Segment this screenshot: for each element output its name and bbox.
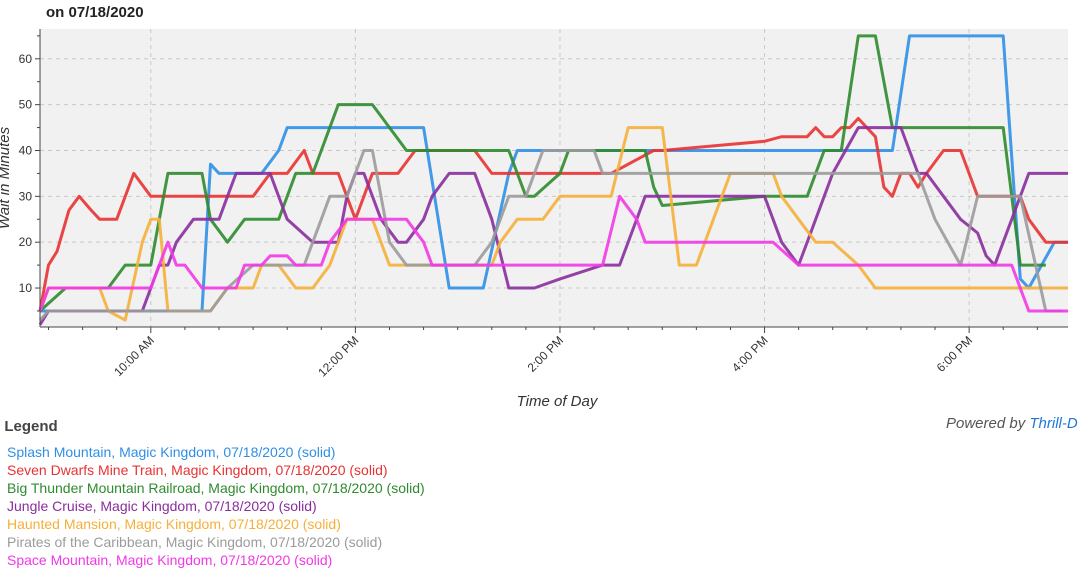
legend-title: n Legend [0, 418, 58, 435]
legend-item[interactable]: Jungle Cruise, Magic Kingdom, 07/18/2020… [7, 498, 317, 514]
x-tick-label: 2:00 PM [525, 333, 567, 375]
legend-item[interactable]: Pirates of the Caribbean, Magic Kingdom,… [7, 534, 383, 550]
chart-title: on 07/18/2020 [46, 4, 144, 21]
series-line-6 [38, 194, 1068, 313]
x-tick-label: 12:00 PM [315, 333, 361, 379]
y-axis-label: Wait in Minutes [0, 126, 13, 229]
powered-by: Powered by Thrill-D [946, 415, 1078, 432]
legend: Splash Mountain, Magic Kingdom, 07/18/20… [7, 443, 425, 569]
powered-by-prefix: Powered by [946, 415, 1030, 432]
thrill-data-link[interactable]: Thrill-D [1029, 415, 1078, 432]
x-tick-label: 10:00 AM [111, 333, 157, 379]
legend-item[interactable]: Seven Dwarfs Mine Train, Magic Kingdom, … [7, 462, 388, 478]
legend-item[interactable]: Space Mountain, Magic Kingdom, 07/18/202… [7, 552, 333, 568]
y-tick-label: 10 [19, 281, 33, 295]
series-line-1 [38, 116, 1068, 312]
series-line-0 [40, 34, 1068, 313]
y-tick-label: 50 [19, 98, 33, 112]
y-tick-label: 30 [19, 189, 33, 203]
y-tick-label: 40 [19, 143, 33, 157]
y-tick-label: 60 [19, 52, 33, 66]
legend-item[interactable]: Splash Mountain, Magic Kingdom, 07/18/20… [7, 444, 336, 460]
x-axis-label: Time of Day [517, 393, 599, 410]
series-line-2 [38, 34, 1046, 313]
legend-item[interactable]: Haunted Mansion, Magic Kingdom, 07/18/20… [7, 516, 341, 532]
x-tick-label: 4:00 PM [729, 333, 771, 375]
series-lines [38, 34, 1068, 326]
legend-item[interactable]: Big Thunder Mountain Railroad, Magic Kin… [7, 480, 425, 496]
y-tick-label: 20 [19, 235, 33, 249]
x-tick-label: 6:00 PM [934, 333, 976, 375]
